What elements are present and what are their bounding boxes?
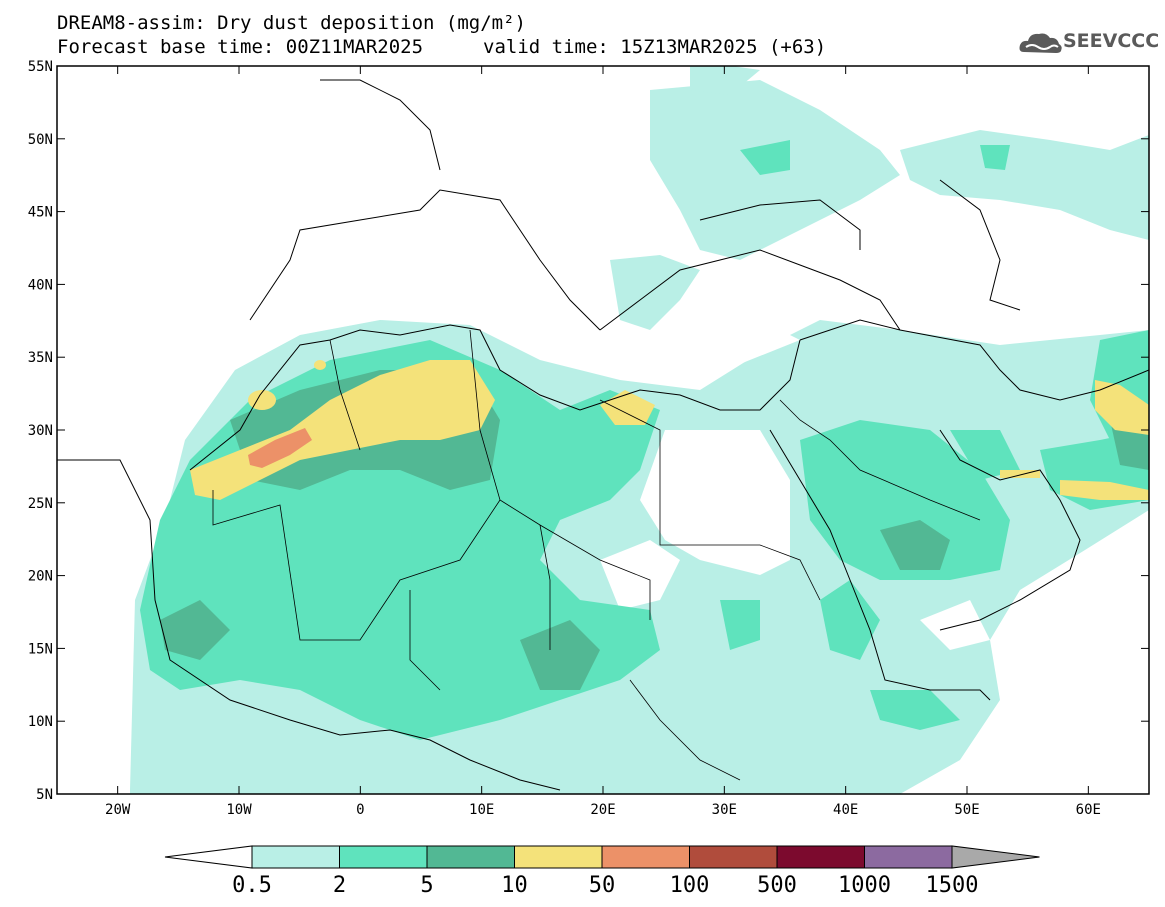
lon-tick-label: 40E	[833, 802, 858, 818]
lat-tick-label: 5N	[36, 787, 53, 803]
lat-tick-label: 20N	[28, 569, 53, 585]
colorbar-label: 100	[670, 873, 710, 898]
lon-tick-label: 50E	[954, 802, 979, 818]
colorbar-swatch	[514, 845, 603, 869]
lat-tick-label: 15N	[28, 641, 53, 657]
colorbar-label: 500	[757, 873, 797, 898]
country-borders	[212, 329, 981, 781]
lat-tick-label: 35N	[28, 350, 53, 366]
longitude-axis: 20W 10W 0 10E 20E 30E 40E 50E 60E	[105, 66, 1101, 818]
colorbar-label: 10	[501, 873, 528, 898]
colorbar-label: 50	[589, 873, 616, 898]
cloud-icon	[1019, 33, 1062, 53]
colorbar-swatch	[426, 845, 515, 869]
colorbar-label: 1000	[838, 873, 891, 898]
colorbar-label: 2	[333, 873, 346, 898]
lat-tick-label: 25N	[28, 496, 53, 512]
colorbar-swatch	[864, 845, 953, 869]
colorbar: 0.5 2 5 10 50 100 500 1000 1500	[164, 845, 1040, 898]
lon-tick-label: 0	[356, 802, 364, 818]
lat-tick-label: 30N	[28, 423, 53, 439]
colorbar-over-arrow	[951, 845, 1040, 869]
lon-tick-label: 20W	[105, 802, 131, 818]
forecast-base-time: Forecast base time: 00Z11MAR2025	[57, 36, 424, 58]
map-title: DREAM8-assim: Dry dust deposition (mg/m²…	[57, 12, 526, 34]
lat-tick-label: 55N	[28, 59, 53, 75]
lon-tick-label: 60E	[1076, 802, 1101, 818]
lon-tick-label: 10E	[469, 802, 494, 818]
lat-tick-label: 40N	[28, 277, 53, 293]
colorbar-under-arrow	[164, 845, 253, 869]
lon-tick-label: 10W	[226, 802, 252, 818]
colorbar-label: 1500	[926, 873, 979, 898]
latitude-axis: 55N 50N 45N 40N 35N 30N 25N 20N 15N 10N 5N	[28, 59, 1149, 803]
valid-time: valid time: 15Z13MAR2025 (+63)	[483, 36, 827, 58]
colorbar-swatch	[776, 845, 865, 869]
lat-tick-label: 45N	[28, 205, 53, 221]
lat-tick-label: 50N	[28, 132, 53, 148]
colorbar-swatch	[251, 845, 340, 869]
lon-tick-label: 20E	[590, 802, 615, 818]
colorbar-label: 0.5	[232, 873, 272, 898]
colorbar-label: 5	[420, 873, 433, 898]
coastlines	[57, 79, 1149, 791]
logo-text: SEEVCCC	[1063, 30, 1160, 52]
lat-tick-label: 10N	[28, 714, 53, 730]
colorbar-swatch	[689, 845, 778, 869]
colorbar-swatch	[601, 845, 690, 869]
colorbar-swatch	[339, 845, 428, 869]
lon-tick-label: 30E	[712, 802, 737, 818]
dust-field	[130, 66, 1149, 794]
